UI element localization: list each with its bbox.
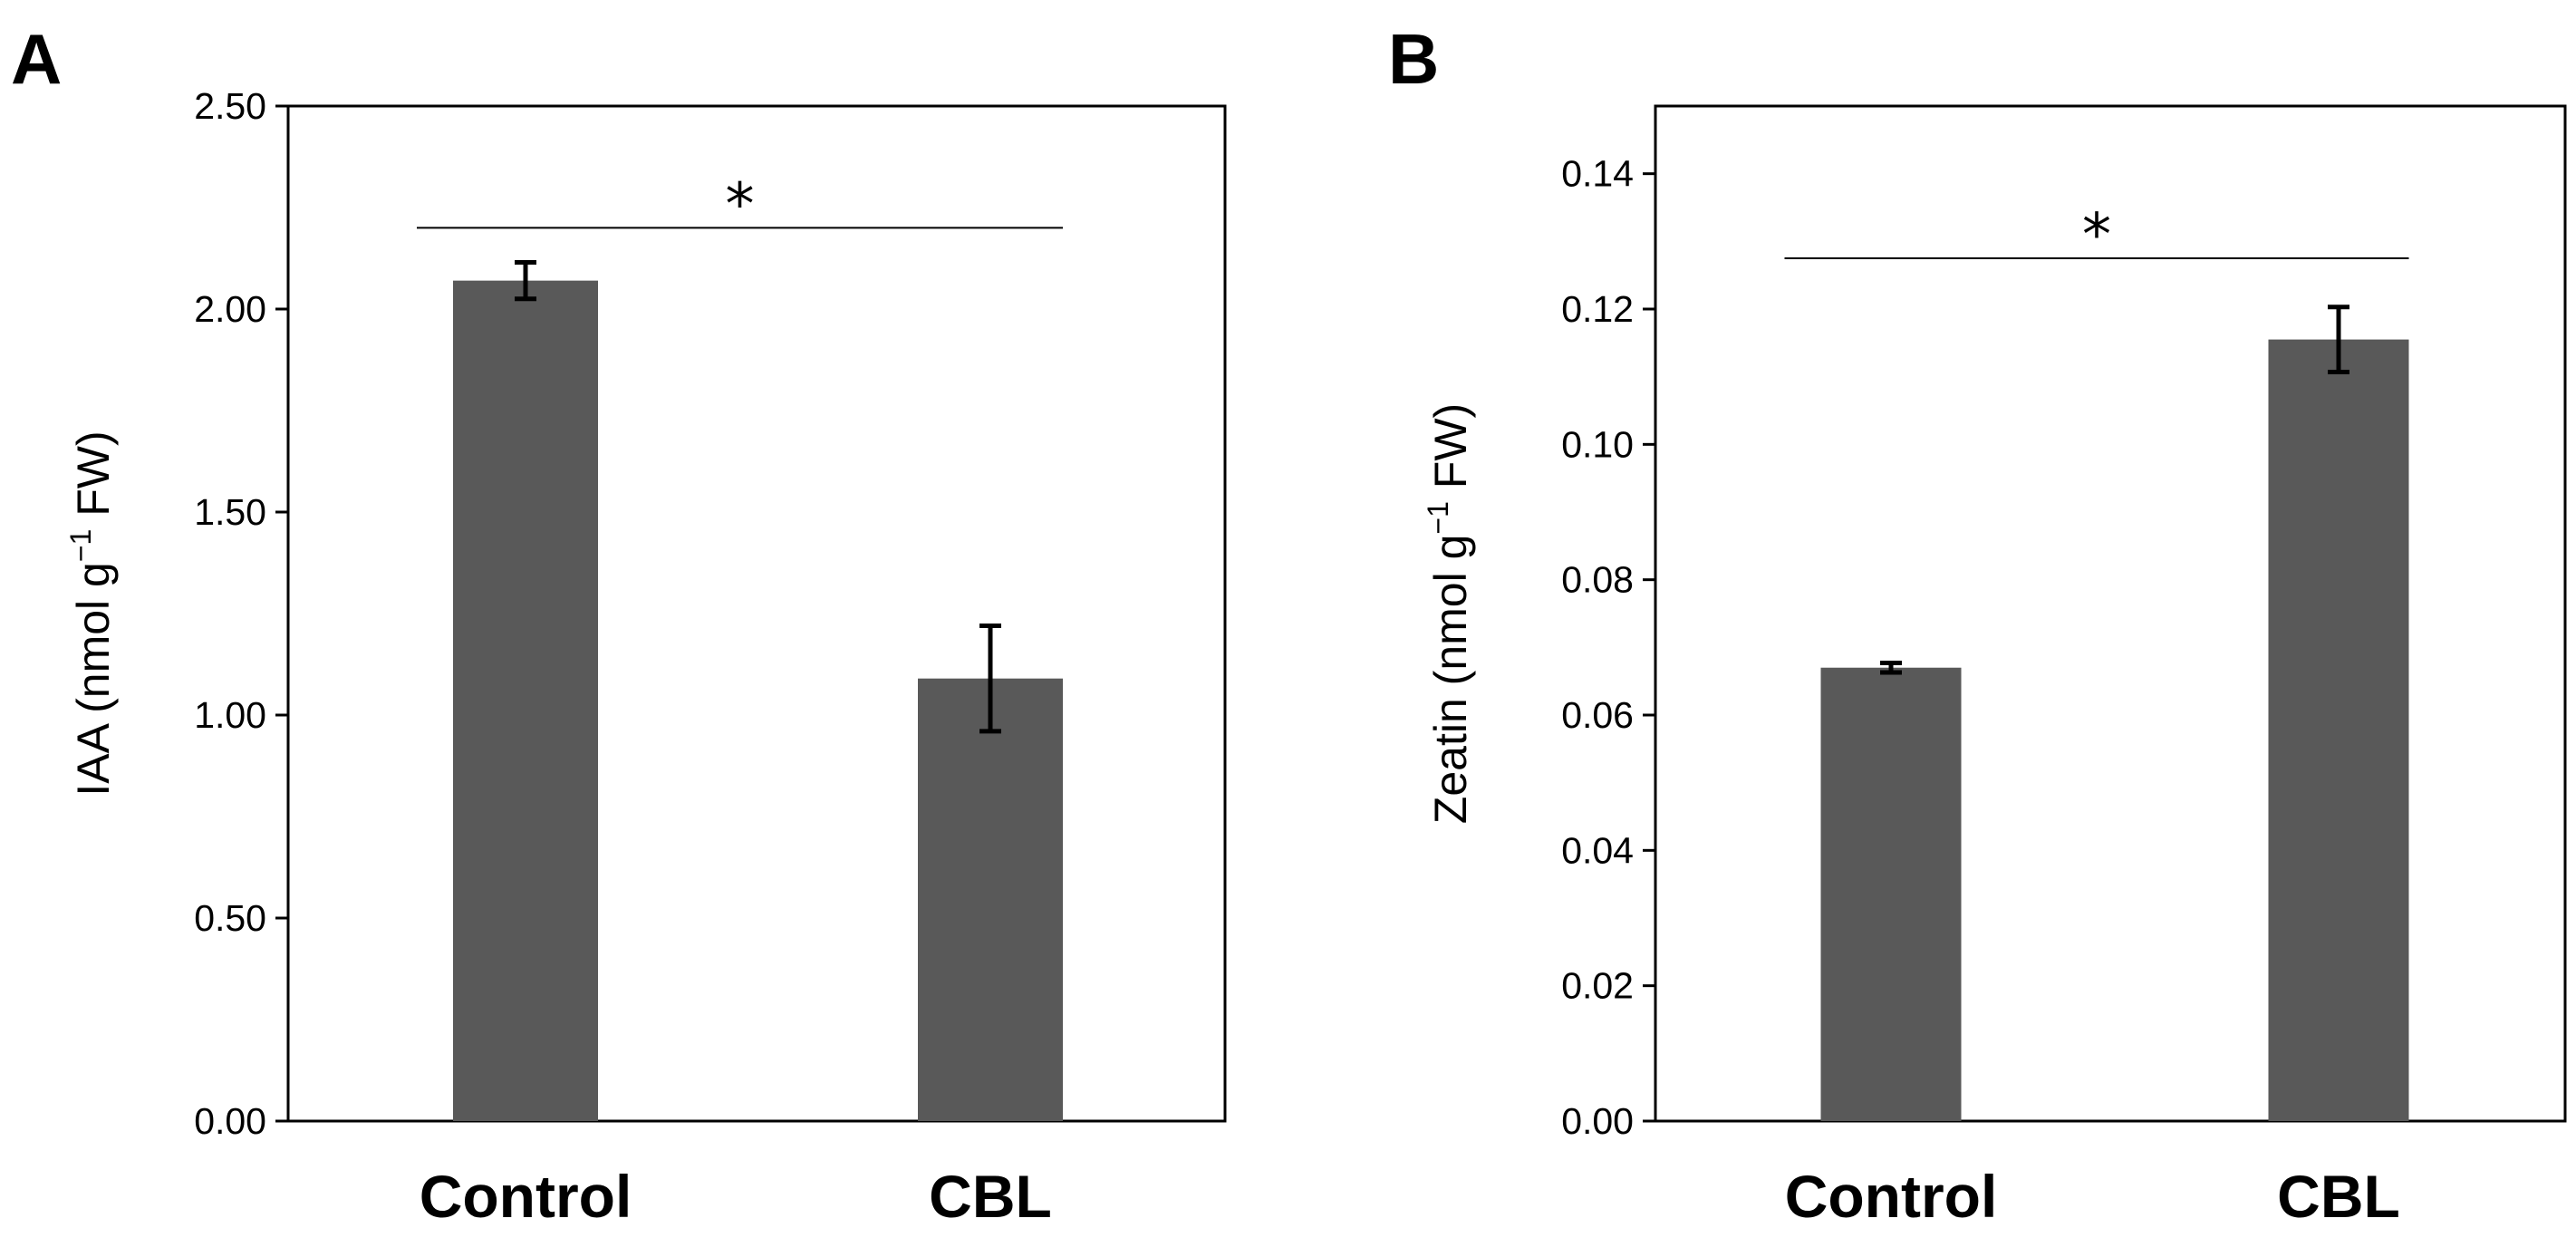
y-tick-label: 0.12: [1561, 288, 1634, 330]
y-axis-title: IAA (nmol g−1 FW): [64, 430, 119, 796]
y-tick-label: 0.10: [1561, 423, 1634, 465]
y-axis-title-tail: FW): [68, 430, 119, 528]
y-tick-label: 0.00: [194, 1100, 266, 1142]
category-label-control: Control: [420, 1163, 632, 1230]
chart-panel-a: A 0.00 0.50 1.00 1.50 2.00 2.50 Control CBL * IAA …: [11, 19, 1227, 1230]
bar-cbl: [918, 678, 1063, 1121]
plot-frame: [1654, 104, 2567, 1123]
significance-marker: *: [726, 171, 755, 238]
y-tick-label: 0.02: [1561, 965, 1634, 1007]
bar-control: [453, 280, 598, 1121]
y-tick-label: 1.00: [194, 694, 266, 736]
category-label-control: Control: [1785, 1163, 1998, 1230]
plot-frame: [286, 104, 1227, 1123]
bar-cbl: [2268, 339, 2409, 1122]
significance-marker: *: [2082, 202, 2111, 269]
y-tick-label: 0.06: [1561, 694, 1634, 736]
y-axis-title-tail: FW): [1425, 403, 1476, 501]
y-tick-label: 2.50: [194, 85, 266, 127]
y-tick-label: 0.08: [1561, 559, 1634, 601]
y-axis-title-main: Zeatin (nmol g: [1425, 535, 1476, 825]
y-tick-label: 0.04: [1561, 829, 1634, 871]
y-axis-title: Zeatin (nmol g−1 FW): [1422, 403, 1476, 824]
y-axis-title-exponent: −1: [64, 529, 97, 562]
bar-control: [1820, 667, 1962, 1121]
y-tick-label: 0.00: [1561, 1100, 1634, 1142]
panel-letter: A: [11, 19, 62, 99]
category-label-cbl: CBL: [2277, 1163, 2400, 1230]
y-tick-label: 2.00: [194, 288, 266, 330]
panel-letter: B: [1388, 19, 1439, 99]
y-axis-title-main: IAA (nmol g: [68, 562, 119, 796]
y-axis-title-exponent: −1: [1422, 501, 1454, 534]
category-label-cbl: CBL: [929, 1163, 1052, 1230]
y-tick-label: 0.50: [194, 897, 266, 939]
y-tick-label: 1.50: [194, 491, 266, 533]
chart-panel-b: B 0.00 0.02 0.04 0.06 0.08 0.10 0.12 0.14 Control…: [1388, 19, 2567, 1230]
y-tick-label: 0.14: [1561, 153, 1634, 195]
